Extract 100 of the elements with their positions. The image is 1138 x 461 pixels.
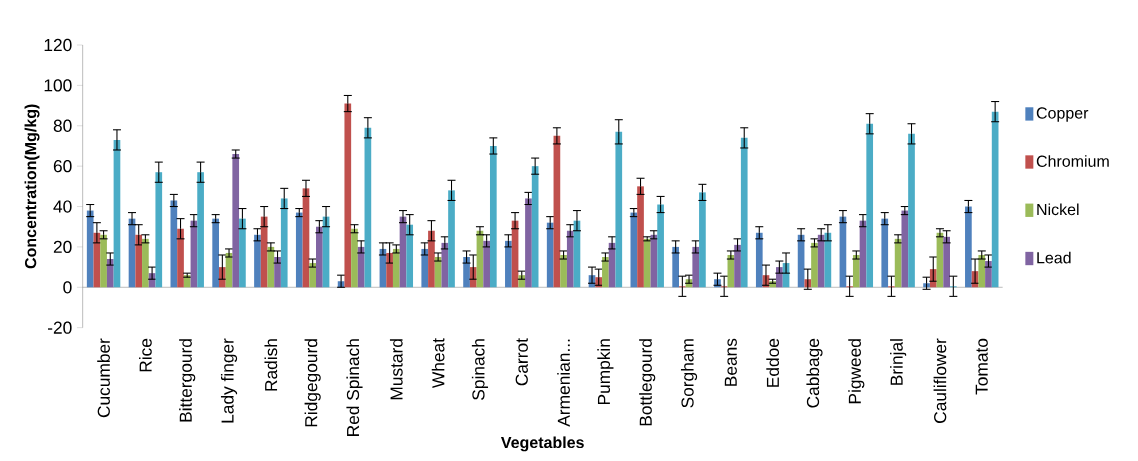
x-axis-title: Vegetables: [500, 436, 584, 452]
x-tick-label: Brinjal: [890, 339, 907, 385]
legend-label: Nickel: [1037, 203, 1079, 216]
bar: [106, 259, 114, 288]
y-tick-label: 0: [63, 281, 72, 294]
bar: [280, 198, 288, 288]
bar: [386, 252, 393, 288]
x-tick-label: Pumpkin: [597, 339, 614, 405]
bar: [692, 246, 700, 288]
bar: [483, 240, 490, 288]
bar: [489, 145, 497, 288]
legend-label: Lead: [1037, 251, 1071, 264]
bar: [441, 242, 449, 288]
bar: [428, 230, 435, 288]
bar: [839, 216, 847, 288]
bar: [560, 254, 567, 288]
bar: [602, 257, 609, 288]
x-tick-label: Bittergourd: [179, 339, 196, 422]
legend-label: Copper: [1036, 107, 1089, 122]
y-axis-title: Concentration(Mg/kg): [24, 104, 40, 269]
bar: [978, 254, 986, 288]
bar: [811, 242, 818, 288]
bar: [525, 198, 532, 288]
bar: [881, 218, 889, 288]
bar: [943, 236, 950, 288]
bar: [699, 192, 706, 288]
bar: [476, 230, 484, 288]
bar: [448, 190, 455, 288]
x-tick-label: Mustard: [389, 339, 403, 400]
bar: [155, 172, 163, 288]
bar: [463, 257, 470, 288]
x-tick-label: Spinach: [471, 339, 489, 400]
bar: [212, 218, 219, 288]
x-tick-label: Red Spinach: [346, 339, 363, 436]
bar: [991, 111, 999, 288]
bar: [232, 154, 240, 288]
bar: [357, 246, 365, 288]
bar: [183, 275, 191, 288]
bar: [740, 137, 748, 288]
bar: [309, 263, 317, 288]
bar: [239, 218, 246, 288]
x-tick-label: Tomato: [975, 338, 988, 395]
x-tick-label: Cabbage: [806, 338, 823, 408]
y-tick-label: 120: [44, 38, 72, 52]
bar: [295, 212, 303, 288]
bar: [965, 206, 972, 288]
x-tick-label: Rice: [139, 338, 152, 372]
y-tick-label: 60: [53, 160, 72, 173]
bar: [364, 127, 372, 288]
bar: [170, 200, 178, 288]
bar: [643, 238, 651, 288]
y-tick-label: 80: [53, 119, 72, 132]
bar: [197, 172, 204, 288]
bar: [392, 248, 400, 288]
bar: [177, 228, 184, 288]
bar: [142, 238, 149, 288]
bar: [351, 228, 358, 288]
bar: [344, 103, 352, 288]
x-tick-label: Wheat: [431, 338, 445, 389]
x-tick-label: Cauliflower: [933, 338, 947, 423]
x-tick-label: Pigweed: [848, 339, 865, 404]
bar: [672, 246, 679, 288]
bar: [755, 232, 763, 288]
bar: [866, 123, 874, 288]
bar: [505, 240, 512, 288]
bar: [86, 210, 94, 288]
x-tick-label: Cucumber: [97, 338, 110, 418]
x-tick-label: Radish: [264, 339, 278, 391]
y-tick-label: -20: [47, 321, 72, 334]
bar: [274, 257, 281, 288]
bar: [637, 186, 644, 288]
bar: [657, 204, 664, 288]
x-tick-label: Beans: [724, 338, 737, 386]
x-tick-label: Ridgegourd: [304, 339, 321, 427]
bar: [776, 267, 783, 288]
bar: [901, 210, 909, 288]
x-tick-label: Lady finger: [220, 338, 238, 423]
bar: [630, 212, 638, 288]
x-tick-label: Eddoe: [766, 338, 780, 387]
y-tick-label: 100: [44, 79, 72, 92]
bar: [566, 230, 574, 288]
bar: [260, 216, 268, 288]
x-tick-label: Bottlegourd: [639, 339, 656, 426]
bar: [908, 133, 915, 288]
bar: [316, 226, 323, 288]
bar: [100, 234, 107, 288]
bar: [135, 234, 143, 288]
bar: [615, 131, 623, 288]
bar: [817, 234, 825, 288]
bar: [113, 139, 121, 288]
bar: [421, 248, 429, 288]
y-tick-label: 20: [53, 240, 72, 254]
x-tick-label: Carrot: [515, 338, 528, 386]
bar: [254, 234, 261, 288]
y-tick-label: 40: [53, 200, 72, 213]
legend-label: Chromium: [1036, 155, 1109, 167]
bar: [406, 224, 414, 288]
x-tick-label: Sorgham: [680, 339, 698, 408]
bar: [852, 254, 860, 288]
bar: [546, 222, 554, 288]
